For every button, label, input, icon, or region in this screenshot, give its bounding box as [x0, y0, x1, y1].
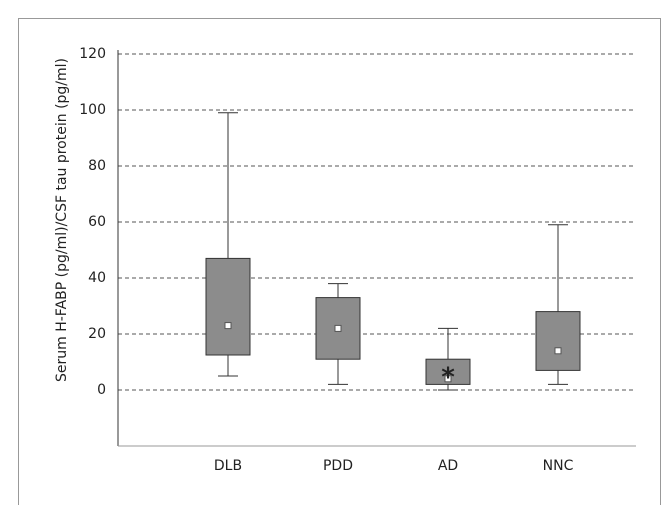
median-marker [554, 347, 562, 355]
y-tick-label: 60 [88, 214, 106, 230]
x-tick-label: AD [438, 458, 458, 474]
box [205, 257, 251, 356]
x-tick-label: DLB [214, 458, 242, 474]
median-marker [334, 324, 342, 332]
y-tick-label: 20 [88, 326, 106, 342]
y-tick-label: 120 [79, 46, 106, 62]
x-tick-label: PDD [323, 458, 353, 474]
median-marker [444, 375, 452, 383]
y-tick-label: 80 [88, 158, 106, 174]
y-tick-label: 0 [97, 382, 106, 398]
annotation: * [441, 362, 455, 392]
box [535, 311, 581, 371]
median-marker [224, 322, 232, 330]
x-tick-label: NNC [543, 458, 574, 474]
y-axis-label: Serum H-FABP (pg/ml)/CSF tau protein (pg… [54, 58, 70, 382]
y-tick-label: 100 [79, 102, 106, 118]
y-tick-label: 40 [88, 270, 106, 286]
frame [18, 18, 661, 505]
